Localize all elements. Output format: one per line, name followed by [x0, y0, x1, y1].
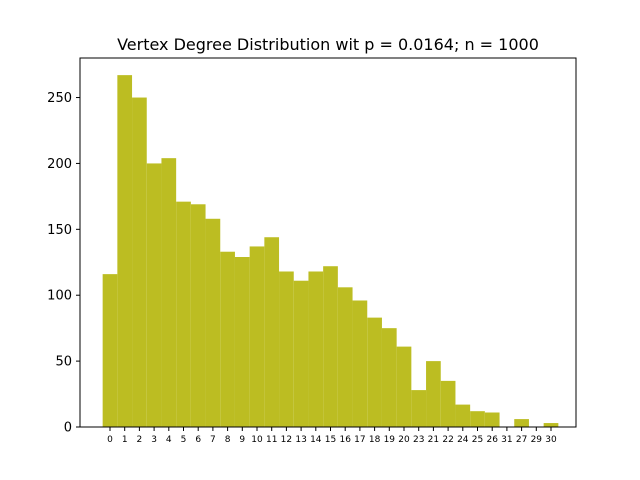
x-tick-label: 18 [369, 435, 381, 445]
bar-18 [367, 317, 382, 427]
x-tick-label: 14 [310, 435, 322, 445]
bar-1 [117, 75, 133, 427]
x-tick-label: 7 [210, 435, 216, 445]
bar-25 [470, 411, 485, 427]
y-tick-label: 200 [47, 157, 72, 172]
x-tick-label: 21 [428, 435, 439, 445]
x-tick-label: 8 [225, 435, 231, 445]
bar-13 [293, 280, 309, 427]
y-tick-label: 150 [47, 223, 72, 238]
x-tick-label: 26 [486, 435, 498, 445]
y-tick-label: 0 [64, 421, 72, 436]
bar-21 [426, 361, 441, 427]
bar-11 [264, 237, 280, 427]
bar-7 [205, 218, 221, 427]
bar-22 [440, 380, 456, 428]
x-tick-label: 1 [122, 435, 128, 445]
bar-24 [455, 404, 471, 427]
bar-23 [411, 390, 427, 427]
bar-30 [543, 423, 559, 427]
x-tick-label: 25 [472, 435, 483, 445]
y-tick-label: 50 [55, 355, 72, 370]
x-tick-label: 10 [251, 435, 263, 445]
chart-title: Vertex Degree Distribution wit p = 0.016… [117, 35, 539, 54]
bars [102, 75, 559, 428]
bar-10 [249, 246, 265, 427]
x-tick-label: 20 [398, 435, 410, 445]
bar-14 [308, 271, 324, 427]
bar-9 [234, 257, 250, 427]
bar-12 [279, 271, 294, 427]
bar-15 [323, 266, 338, 427]
x-tick-label: 0 [107, 435, 113, 445]
x-tick-label: 12 [281, 435, 292, 445]
bar-3 [146, 163, 162, 427]
x-tick-label: 31 [501, 435, 512, 445]
bar-4 [161, 158, 177, 427]
x-tick-label: 16 [339, 435, 351, 445]
x-tick-label: 27 [516, 435, 527, 445]
x-tick-label: 2 [137, 435, 143, 445]
x-tick-label: 11 [266, 435, 277, 445]
x-tick-label: 3 [151, 435, 157, 445]
bar-19 [381, 328, 397, 427]
bar-2 [132, 97, 147, 427]
bar-27 [514, 419, 529, 427]
y-axis: 0 50 100 150 200 250 [47, 91, 80, 436]
x-tick-label: 5 [181, 435, 187, 445]
x-tick-label: 4 [166, 435, 172, 445]
y-tick-label: 250 [47, 91, 72, 106]
bar-26 [484, 412, 500, 427]
x-tick-label: 15 [325, 435, 336, 445]
bar-20 [396, 346, 412, 427]
bar-0 [102, 274, 118, 427]
x-tick-label: 13 [295, 435, 306, 445]
x-tick-label: 23 [413, 435, 424, 445]
bar-8 [220, 251, 235, 427]
bar-16 [337, 287, 353, 427]
bar-5 [176, 201, 191, 427]
x-tick-label: 17 [354, 435, 365, 445]
x-tick-label: 22 [442, 435, 453, 445]
x-tick-label: 6 [195, 435, 201, 445]
x-tick-label: 24 [457, 435, 469, 445]
y-tick-label: 100 [47, 289, 72, 304]
x-tick-label: 30 [545, 435, 557, 445]
bar-6 [190, 204, 206, 427]
plot-frame [79, 57, 577, 428]
x-tick-label: 19 [384, 435, 396, 445]
x-tick-label: 29 [531, 435, 543, 445]
x-axis: 0 1 2 3 4 5 6 7 8 9 10 11 12 13 14 15 16 17 18 19 20 23 21 22 24… [107, 427, 557, 445]
bar-17 [352, 300, 368, 427]
x-tick-label: 9 [239, 435, 245, 445]
